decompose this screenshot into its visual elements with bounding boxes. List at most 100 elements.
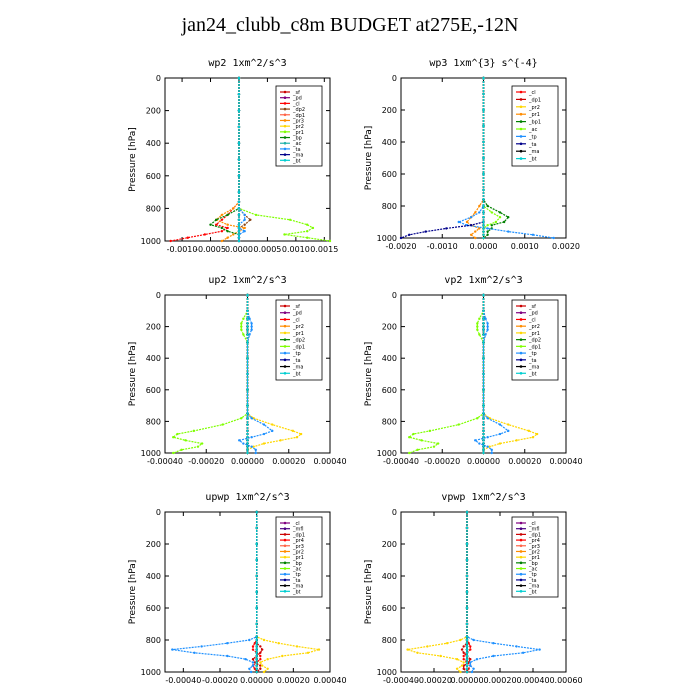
data-point	[295, 436, 299, 439]
data-point	[416, 448, 419, 452]
data-point	[271, 423, 274, 426]
data-point	[482, 108, 485, 112]
legend-label: _pd	[292, 311, 302, 317]
data-point	[490, 451, 493, 455]
legend-marker	[283, 527, 287, 530]
legend-label: _pd	[292, 96, 302, 102]
data-point	[482, 309, 485, 312]
data-point	[476, 328, 479, 331]
data-point	[248, 667, 251, 670]
data-point	[246, 325, 249, 328]
legend-marker	[519, 584, 523, 587]
data-point	[457, 423, 460, 426]
x-tick-label: -0.00040	[383, 457, 419, 466]
data-point	[465, 510, 469, 514]
legend-label: _ma	[292, 365, 303, 371]
data-point	[482, 328, 485, 331]
legend-marker	[519, 345, 523, 348]
y-tick-label: 200	[146, 107, 161, 116]
legend-marker	[283, 550, 287, 553]
legend-label: _ma	[528, 365, 539, 371]
data-point	[462, 658, 465, 661]
data-point	[240, 322, 243, 325]
data-point	[498, 442, 502, 445]
data-point	[255, 670, 258, 674]
legend-marker	[283, 119, 287, 122]
data-point	[482, 445, 485, 448]
data-point	[226, 230, 229, 233]
x-tick-label: 0.00020	[277, 676, 310, 685]
y-tick-label: 600	[146, 604, 161, 613]
data-point	[469, 216, 473, 219]
data-point	[469, 658, 472, 661]
data-point	[240, 325, 243, 328]
data-point	[482, 216, 485, 219]
data-point	[255, 638, 258, 642]
legend-marker	[519, 105, 523, 109]
series_bt	[465, 510, 469, 674]
data-point	[465, 651, 469, 654]
data-point	[408, 436, 411, 439]
data-point	[306, 230, 309, 233]
data-point	[328, 239, 332, 243]
series_bp1	[482, 76, 510, 240]
data-point	[482, 432, 485, 436]
data-point	[193, 651, 196, 654]
data-point	[186, 236, 189, 239]
y-tick-label: 200	[382, 540, 397, 549]
data-point	[486, 328, 489, 331]
data-point	[476, 417, 479, 420]
data-point	[531, 436, 535, 439]
y-tick-label: 800	[146, 204, 161, 213]
data-point	[255, 590, 258, 594]
data-point	[432, 445, 436, 448]
data-point	[420, 439, 423, 442]
data-point	[253, 642, 257, 645]
data-point	[255, 622, 258, 626]
data-point	[469, 224, 473, 227]
x-tick-label: 0.0010	[282, 245, 310, 254]
y-axis-label: Pressure [hPa]	[128, 560, 138, 625]
legend-marker	[283, 324, 287, 328]
data-point	[482, 436, 485, 439]
data-point	[531, 233, 535, 236]
x-tick-label: 0.0010	[511, 242, 539, 251]
legend-label: _ac	[292, 141, 302, 147]
data-point	[246, 436, 249, 439]
data-point	[474, 439, 477, 442]
data-point	[255, 658, 258, 661]
data-point	[255, 645, 258, 648]
legend-marker	[283, 572, 287, 576]
data-point	[262, 423, 266, 426]
legend-label: _bt	[292, 158, 301, 164]
legend-marker	[283, 521, 287, 525]
legend-label: _ta	[528, 578, 537, 584]
data-point	[467, 667, 470, 670]
data-point	[498, 211, 502, 214]
data-point	[494, 220, 498, 224]
data-point	[255, 642, 258, 645]
data-point	[459, 670, 462, 674]
data-point	[416, 651, 419, 654]
data-point	[281, 654, 284, 658]
legend-marker	[283, 555, 287, 559]
data-point	[237, 230, 241, 233]
data-point	[465, 220, 469, 224]
data-point	[465, 667, 469, 670]
legend-label: _ac	[528, 127, 538, 133]
data-point	[226, 223, 229, 226]
series_bt	[246, 293, 249, 455]
data-point	[465, 648, 469, 651]
data-point	[250, 322, 253, 325]
data-point	[306, 223, 309, 226]
data-point	[472, 667, 475, 670]
legend-label: _ta	[528, 142, 537, 148]
legend-marker	[283, 338, 287, 341]
legend-marker	[283, 107, 287, 111]
legend-label: _bp	[292, 136, 302, 142]
data-point	[251, 658, 255, 661]
legend-label: _pr3	[528, 544, 540, 550]
legend-label: _pr2	[528, 549, 540, 555]
legend-label: _mfl	[528, 527, 540, 533]
data-point	[482, 423, 485, 426]
